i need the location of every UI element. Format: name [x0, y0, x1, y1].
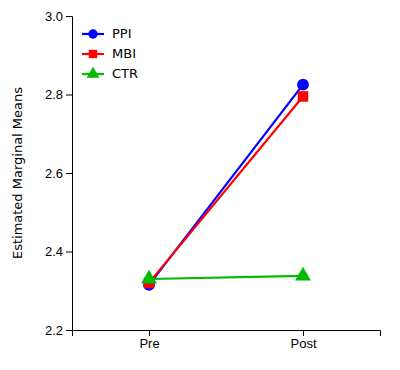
- legend-label: MBI: [112, 46, 136, 61]
- x-axis-line: [73, 331, 381, 337]
- point: [297, 79, 309, 91]
- legend-symbol: [88, 29, 97, 38]
- y-tick-label: 2.4: [45, 244, 63, 259]
- y-axis-title: Estimated Marginal Means: [10, 87, 25, 259]
- x-tick: Pre: [139, 330, 159, 351]
- y-tick-mark: [66, 252, 72, 253]
- legend-item: PPI: [82, 26, 132, 41]
- y-tick-label: 2.6: [45, 166, 63, 181]
- x-tick: Post: [290, 330, 316, 351]
- x-axis: Pre Post: [73, 330, 381, 351]
- plot: Pre Post 2.2 2.4 2.6 2.8 3.0 PPI MBI CTR: [45, 9, 381, 352]
- y-tick: 2.2: [45, 323, 72, 338]
- legend: PPI MBI CTR: [82, 26, 138, 81]
- y-tick-label: 2.2: [45, 323, 63, 338]
- y-tick-mark: [66, 330, 72, 331]
- y-tick-mark: [66, 173, 72, 174]
- y-axis-line: [66, 17, 73, 331]
- point: [298, 91, 308, 101]
- y-tick: 2.4: [45, 244, 72, 259]
- x-tick-mark: [149, 330, 150, 336]
- y-tick-mark: [66, 95, 72, 96]
- series-line: [149, 276, 303, 279]
- legend-symbol: [87, 67, 100, 78]
- x-tick-label: Pre: [139, 336, 159, 351]
- chart: Pre Post 2.2 2.4 2.6 2.8 3.0 PPI MBI CTR Estimated…: [0, 0, 400, 370]
- point: [141, 270, 157, 284]
- y-tick-label: 3.0: [45, 9, 63, 24]
- series-line: [149, 96, 303, 282]
- legend-item: CTR: [82, 66, 138, 81]
- point: [295, 267, 311, 281]
- legend-label: PPI: [112, 26, 132, 41]
- legend-label: CTR: [112, 66, 138, 81]
- legend-symbol: [89, 50, 97, 58]
- y-tick: 2.6: [45, 166, 72, 181]
- y-tick: 2.8: [45, 87, 72, 102]
- marks: [141, 79, 311, 291]
- x-tick-mark: [303, 330, 304, 336]
- y-tick: 3.0: [45, 9, 72, 24]
- series-line: [149, 85, 303, 285]
- y-tick-mark: [66, 16, 72, 17]
- x-tick-label: Post: [290, 336, 316, 351]
- legend-item: MBI: [82, 46, 136, 61]
- y-axis: 2.2 2.4 2.6 2.8 3.0: [45, 9, 73, 338]
- y-tick-label: 2.8: [45, 87, 63, 102]
